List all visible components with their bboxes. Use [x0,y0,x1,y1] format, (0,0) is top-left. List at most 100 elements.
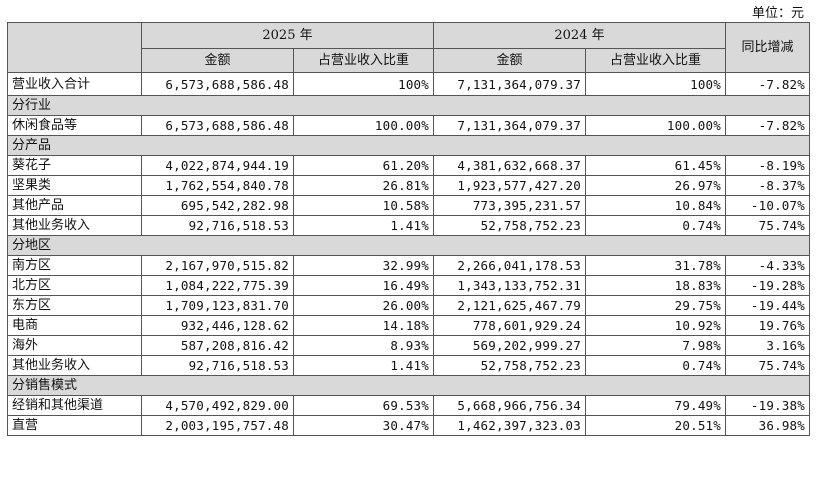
ratio-2024: 0.74% [585,355,726,376]
table-row: 东方区 1,709,123,831.70 26.00% 2,121,625,467.7… [7,295,810,316]
yoy-change: -19.28% [725,275,810,296]
amount-2024: 1,923,577,427.20 [433,175,586,196]
amount-2024: 5,668,966,756.34 [433,395,586,416]
ratio-2024: 29.75% [585,295,726,316]
row-label: 休闲食品等 [7,115,142,136]
amount-2024: 52,758,752.23 [433,355,586,376]
table-row: 其他业务收入 92,716,518.53 1.41% 52,758,752.23 0.7… [7,215,810,236]
yoy-change: 19.76% [725,315,810,336]
ratio-2025: 69.53% [293,395,434,416]
amount-2025: 6,573,688,586.48 [141,115,294,136]
header-ratio-2025: 占营业收入比重 [293,48,434,73]
table-row: 其他业务收入 92,716,518.53 1.41% 52,758,752.23 0.7… [7,355,810,376]
yoy-change: -8.37% [725,175,810,196]
amount-2024: 7,131,364,079.37 [433,72,586,96]
header-year-2025: 2025 年 [141,22,434,49]
ratio-2025: 26.00% [293,295,434,316]
table-row: 坚果类 1,762,554,840.78 26.81% 1,923,577,427.2… [7,175,810,196]
row-label: 北方区 [7,275,142,296]
yoy-change: 36.98% [725,415,810,436]
amount-2025: 92,716,518.53 [141,215,294,236]
amount-2025: 6,573,688,586.48 [141,72,294,96]
ratio-2025: 1.41% [293,355,434,376]
ratio-2024: 10.84% [585,195,726,216]
ratio-2025: 10.58% [293,195,434,216]
row-label: 东方区 [7,295,142,316]
amount-2025: 4,570,492,829.00 [141,395,294,416]
header-amount-2024: 金额 [433,48,586,73]
amount-2025: 4,022,874,944.19 [141,155,294,176]
ratio-2024: 31.78% [585,255,726,276]
table-body: 营业收入合计 6,573,688,586.48 100% 7,131,364,0… [7,72,810,436]
amount-2024: 4,381,632,668.37 [433,155,586,176]
row-label: 其他业务收入 [7,215,142,236]
section-row: 分产品 [7,135,810,156]
amount-2025: 2,003,195,757.48 [141,415,294,436]
row-label: 其他产品 [7,195,142,216]
amount-2025: 1,762,554,840.78 [141,175,294,196]
row-label: 电商 [7,315,142,336]
amount-2024: 1,462,397,323.03 [433,415,586,436]
ratio-2025: 30.47% [293,415,434,436]
ratio-2024: 26.97% [585,175,726,196]
ratio-2024: 61.45% [585,155,726,176]
ratio-2024: 18.83% [585,275,726,296]
ratio-2024: 7.98% [585,335,726,356]
amount-2024: 773,395,231.57 [433,195,586,216]
ratio-2025: 16.49% [293,275,434,296]
ratio-2025: 26.81% [293,175,434,196]
table-row: 葵花子 4,022,874,944.19 61.20% 4,381,632,668.3… [7,155,810,176]
header-year-2024: 2024 年 [433,22,726,49]
table-row: 北方区 1,084,222,775.39 16.49% 1,343,133,752.3… [7,275,810,296]
amount-2025: 2,167,970,515.82 [141,255,294,276]
ratio-2025: 61.20% [293,155,434,176]
amount-2025: 1,709,123,831.70 [141,295,294,316]
ratio-2025: 100% [293,72,434,96]
amount-2024: 7,131,364,079.37 [433,115,586,136]
table-row: 电商 932,446,128.62 14.18% 778,601,929.24 10.9… [7,315,810,336]
yoy-change: -10.07% [725,195,810,216]
ratio-2024: 79.49% [585,395,726,416]
row-label: 南方区 [7,255,142,276]
ratio-2024: 20.51% [585,415,726,436]
total-row: 营业收入合计 6,573,688,586.48 100% 7,131,364,0… [7,72,810,96]
section-title: 分产品 [7,135,810,156]
header-amount-2025: 金额 [141,48,294,73]
yoy-change: 3.16% [725,335,810,356]
yoy-change: -8.19% [725,155,810,176]
ratio-2025: 100.00% [293,115,434,136]
table-row: 直营 2,003,195,757.48 30.47% 1,462,397,323.03… [7,415,810,436]
table-row: 南方区 2,167,970,515.82 32.99% 2,266,041,178.5… [7,255,810,276]
table-row: 经销和其他渠道 4,570,492,829.00 69.53% 5,668,966,7… [7,395,810,416]
row-label: 葵花子 [7,155,142,176]
section-title: 分地区 [7,235,810,256]
yoy-change: -7.82% [725,115,810,136]
row-label: 海外 [7,335,142,356]
row-label: 营业收入合计 [7,72,142,96]
header-yoy: 同比增减 [725,22,810,73]
ratio-2025: 14.18% [293,315,434,336]
section-title: 分行业 [7,95,810,116]
table-row: 其他产品 695,542,282.98 10.58% 773,395,231.57 10… [7,195,810,216]
yoy-change: -19.38% [725,395,810,416]
section-row: 分销售模式 [7,375,810,396]
table-row: 海外 587,208,816.42 8.93% 569,202,999.27 7.98%… [7,335,810,356]
table-row: 休闲食品等 6,573,688,586.48 100.00% 7,131,364,07… [7,115,810,136]
amount-2025: 932,446,128.62 [141,315,294,336]
yoy-change: -7.82% [725,72,810,96]
header-ratio-2024: 占营业收入比重 [585,48,726,73]
ratio-2025: 32.99% [293,255,434,276]
amount-2024: 1,343,133,752.31 [433,275,586,296]
ratio-2024: 10.92% [585,315,726,336]
yoy-change: -4.33% [725,255,810,276]
ratio-2025: 8.93% [293,335,434,356]
row-label: 坚果类 [7,175,142,196]
yoy-change: 75.74% [725,355,810,376]
amount-2025: 1,084,222,775.39 [141,275,294,296]
ratio-2024: 100% [585,72,726,96]
ratio-2024: 0.74% [585,215,726,236]
amount-2025: 587,208,816.42 [141,335,294,356]
row-label: 经销和其他渠道 [7,395,142,416]
amount-2025: 695,542,282.98 [141,195,294,216]
amount-2024: 2,266,041,178.53 [433,255,586,276]
